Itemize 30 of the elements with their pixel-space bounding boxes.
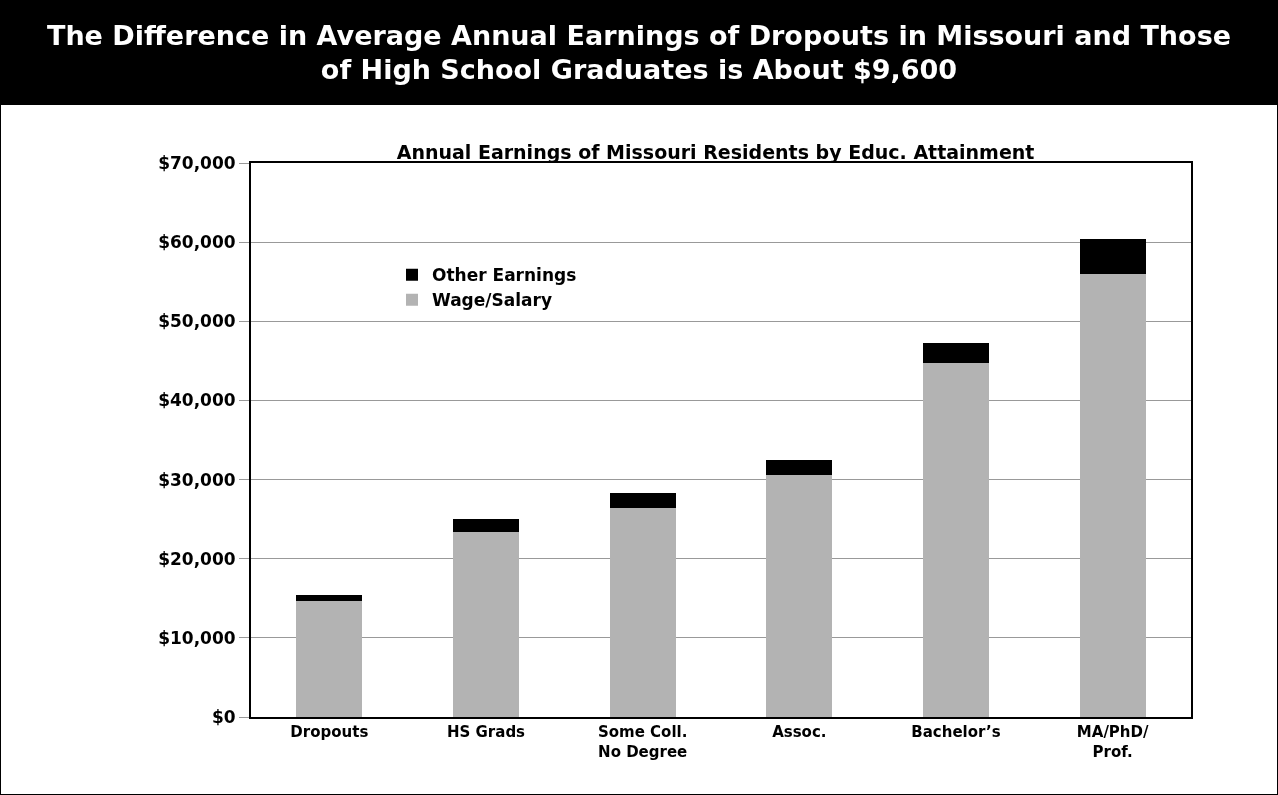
chart-subtitle: Annual Earnings of Missouri Residents by Educ. Attainment xyxy=(396,141,1035,164)
x-tick-label: MA/PhD/ Prof. xyxy=(1076,723,1149,761)
y-tick-label: $50,000 xyxy=(158,311,236,332)
y-tick-label: $60,000 xyxy=(158,232,236,253)
legend-label: Wage/Salary xyxy=(432,290,553,311)
x-tick-label: Some Coll. No Degree xyxy=(597,723,688,761)
x-tick-label: Dropouts xyxy=(290,723,369,741)
bar xyxy=(766,459,833,475)
y-tick-label: $20,000 xyxy=(158,548,236,569)
x-tick-label: Bachelor’s xyxy=(911,723,1001,741)
bar xyxy=(1079,238,1146,274)
bar xyxy=(923,343,989,364)
chart-title: The Difference in Average Annual Earnings of Dropouts in Missouri and Those of High School Graduates is About $9,600 xyxy=(1,1,1277,105)
y-tick-label: $10,000 xyxy=(158,627,236,648)
x-tick-label: HS Grads xyxy=(446,723,526,741)
y-tick-label: $40,000 xyxy=(158,390,236,411)
legend-label: Other Earnings xyxy=(432,265,577,286)
bar xyxy=(609,508,676,717)
bar xyxy=(296,600,363,717)
bar xyxy=(609,493,676,509)
bar xyxy=(453,519,519,532)
bar xyxy=(1079,273,1146,717)
bar xyxy=(453,531,519,717)
bar xyxy=(766,474,833,717)
y-tick-label: $0 xyxy=(211,706,236,727)
y-tick-label: $30,000 xyxy=(158,469,236,490)
bar xyxy=(296,595,363,601)
x-tick-label: Assoc. xyxy=(772,723,827,741)
bar xyxy=(923,363,989,717)
y-tick-label: $70,000 xyxy=(158,152,236,173)
